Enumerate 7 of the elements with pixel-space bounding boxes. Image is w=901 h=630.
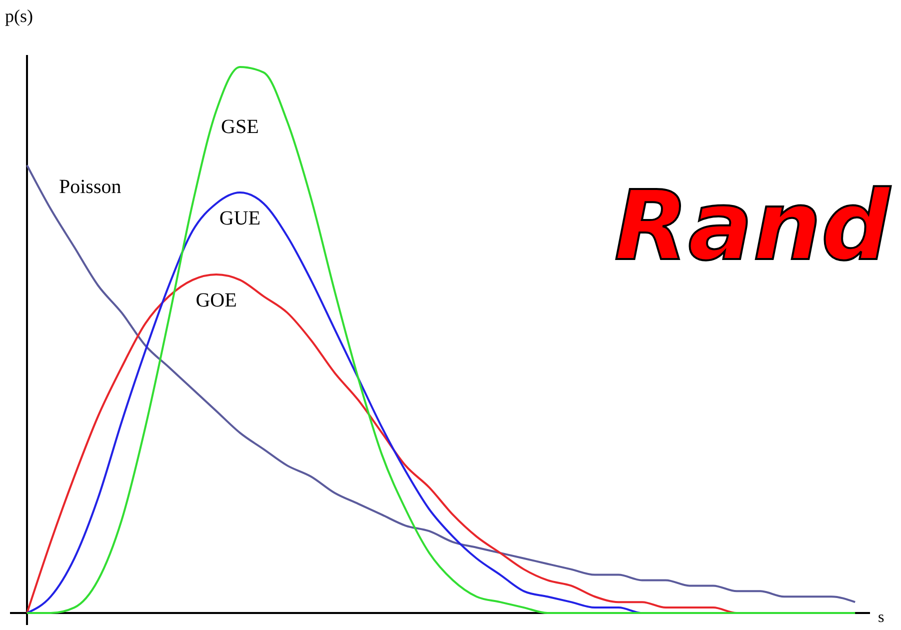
- x-axis-title: s: [878, 609, 884, 626]
- series-label: GOE: [196, 289, 237, 312]
- series-label: Poisson: [59, 176, 122, 198]
- y-axis-title: p(s): [5, 6, 33, 26]
- series-label: GUE: [219, 208, 260, 230]
- series-label: GSE: [221, 116, 259, 138]
- annotation: Rand: [614, 170, 892, 282]
